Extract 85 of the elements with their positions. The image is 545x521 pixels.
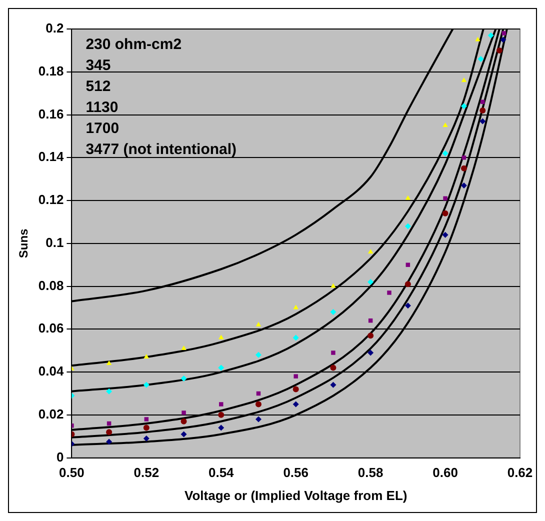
point (387, 290, 392, 295)
x-tick-label: 0.58 (358, 465, 384, 480)
y-tick-label: 0.16 (38, 106, 64, 122)
point (460, 165, 467, 172)
point (404, 281, 411, 288)
y-tick-label: 0.06 (38, 320, 64, 336)
point (462, 156, 466, 160)
point (461, 77, 467, 82)
annotation: 1130 (86, 99, 118, 116)
y-tick-label: 0 (56, 449, 64, 464)
y-tick-label: 0.12 (38, 192, 64, 208)
point (406, 262, 410, 267)
point (143, 424, 150, 431)
point (182, 410, 186, 415)
point (460, 182, 467, 189)
point (480, 118, 486, 124)
point (368, 350, 374, 356)
x-axis-title: Voltage or (Implied Voltage from EL) (184, 488, 408, 503)
point (368, 332, 374, 339)
x-tick-label: 0.50 (59, 465, 84, 480)
annotation: 1700 (86, 120, 120, 138)
point (292, 401, 299, 408)
point (180, 431, 187, 438)
x-tick-label: 0.60 (432, 465, 458, 480)
y-tick-label: 0.02 (38, 406, 64, 422)
point (106, 360, 112, 365)
point (478, 56, 484, 62)
point (330, 283, 336, 288)
point (368, 248, 374, 254)
point (255, 401, 262, 408)
annotation: 345 (86, 57, 111, 74)
x-tick-label: 0.56 (283, 465, 309, 480)
y-tick-label: 0.14 (38, 149, 64, 164)
x-tick-label: 0.54 (208, 465, 235, 480)
point (480, 107, 486, 114)
point (442, 122, 448, 127)
point (442, 210, 448, 216)
point (144, 417, 149, 422)
point (180, 375, 187, 382)
point (292, 334, 299, 341)
point (294, 374, 298, 378)
point (106, 388, 112, 394)
point (255, 352, 262, 358)
point (330, 364, 336, 371)
point (255, 416, 262, 422)
point (502, 31, 506, 36)
point (218, 412, 224, 418)
point (218, 364, 224, 371)
point (404, 302, 411, 309)
point (256, 322, 262, 326)
point (292, 386, 299, 392)
point (331, 350, 336, 355)
y-axis-title: Suns (16, 228, 31, 258)
point (143, 382, 150, 388)
point (330, 382, 336, 388)
y-tick-label: 0.2 (46, 20, 64, 36)
annotation: 512 (86, 78, 111, 96)
point (180, 418, 187, 424)
point (143, 436, 150, 442)
annotation: 3477 (not intentional) (86, 141, 237, 158)
point (496, 47, 502, 54)
point (443, 196, 448, 200)
point (181, 345, 186, 350)
point (405, 195, 411, 200)
annotation: 230 ohm-cm2 (86, 36, 182, 54)
x-tick-label: 0.52 (134, 465, 160, 480)
y-tick-label: 0.1 (46, 234, 64, 250)
point (106, 438, 112, 445)
point (330, 309, 336, 316)
y-tick-label: 0.18 (38, 63, 64, 78)
point (218, 424, 224, 431)
point (488, 32, 494, 38)
point (460, 103, 467, 110)
point (219, 402, 224, 406)
x-tick-label: 0.62 (507, 465, 533, 480)
point (442, 150, 448, 156)
point (442, 232, 448, 238)
point (144, 354, 150, 359)
y-tick-label: 0.08 (38, 278, 64, 293)
point (368, 278, 374, 285)
point (404, 223, 411, 230)
point (500, 36, 506, 43)
y-tick-label: 0.04 (38, 364, 64, 379)
point (480, 100, 485, 104)
point (106, 429, 112, 436)
